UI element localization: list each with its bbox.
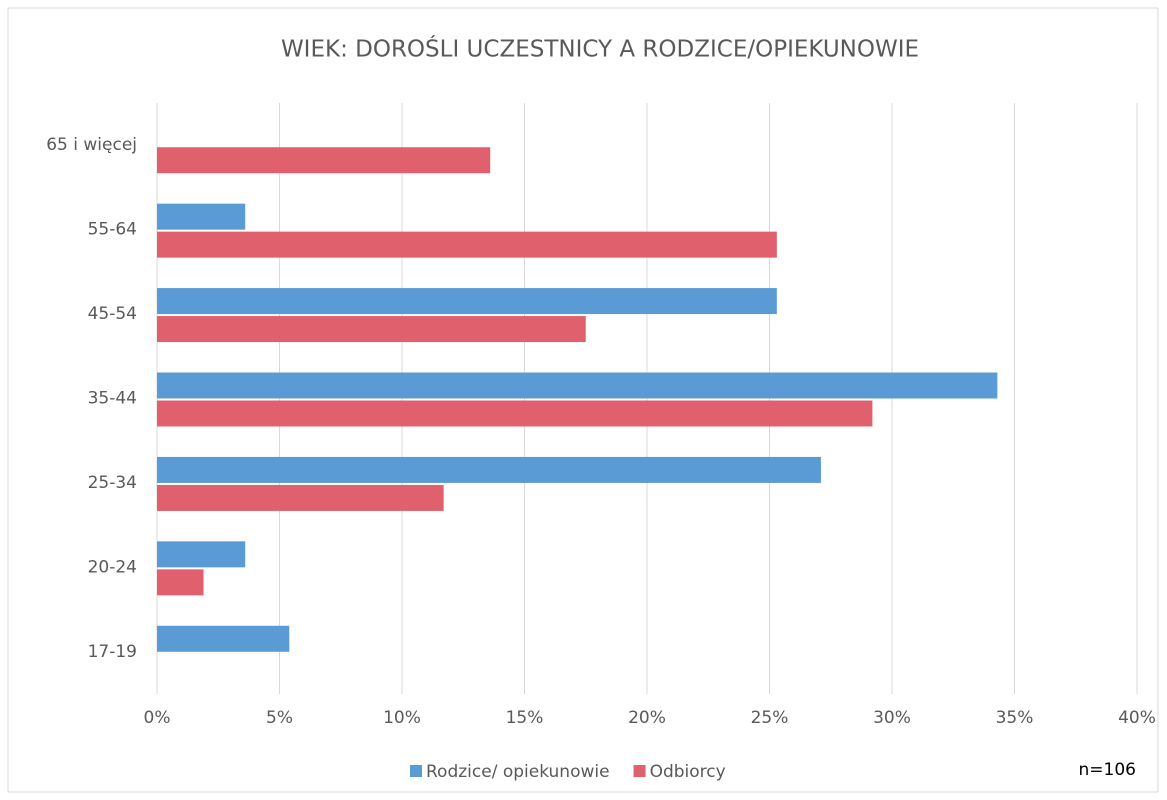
x-tick-label: 0%	[144, 708, 171, 728]
bar	[157, 569, 204, 596]
legend-label: Odbiorcy	[650, 762, 726, 782]
chart-frame	[7, 7, 1159, 793]
bar	[157, 400, 873, 427]
y-tick-label: 65 i więcej	[46, 135, 137, 155]
bar	[157, 456, 821, 483]
bar	[157, 231, 777, 258]
chart-title: WIEK: DOROŚLI UCZESTNICY A RODZICE/OPIEK…	[281, 35, 919, 63]
x-tick-label: 40%	[1118, 708, 1156, 728]
bar	[157, 288, 777, 315]
x-tick-label: 30%	[873, 708, 911, 728]
y-tick-label: 55-64	[88, 220, 137, 240]
bar	[157, 372, 998, 399]
x-tick-label: 15%	[506, 708, 544, 728]
x-tick-label: 20%	[628, 708, 666, 728]
y-tick-label: 35-44	[88, 389, 137, 409]
bar	[157, 625, 290, 652]
legend-label: Rodzice/ opiekunowie	[426, 762, 610, 782]
y-tick-label: 17-19	[88, 642, 137, 662]
x-tick-label: 35%	[996, 708, 1034, 728]
annotation: n=106	[1079, 760, 1136, 780]
x-tick-label: 25%	[751, 708, 789, 728]
x-tick-label: 5%	[266, 708, 293, 728]
y-tick-label: 25-34	[88, 473, 137, 493]
bar	[157, 147, 491, 174]
bar	[157, 316, 586, 343]
legend-swatch	[410, 765, 422, 777]
x-tick-label: 10%	[383, 708, 421, 728]
y-tick-label: 20-24	[88, 557, 137, 577]
legend-swatch	[633, 765, 646, 777]
y-tick-label: 45-54	[88, 304, 137, 324]
bar	[157, 541, 246, 568]
bar	[157, 203, 246, 230]
bar	[157, 484, 444, 511]
